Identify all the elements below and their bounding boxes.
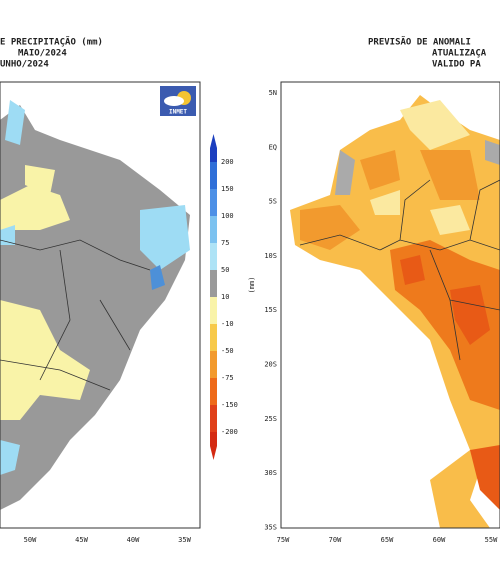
lon-label: 40W — [127, 536, 140, 544]
lat-label: 5S — [269, 198, 277, 206]
colorbar-segment — [210, 216, 217, 243]
colorbar-segment — [210, 162, 217, 189]
colorbar-segment — [210, 297, 217, 324]
lat-label: 15S — [264, 306, 277, 314]
colorbar-label: 75 — [221, 239, 229, 247]
logo-cloud — [164, 96, 184, 106]
lat-label: 35S — [264, 523, 277, 531]
left-title: MAIO/2024 — [18, 49, 67, 59]
colorbar-label: -75 — [221, 374, 234, 382]
colorbar-segment — [210, 405, 217, 432]
lon-label: 60W — [433, 536, 446, 544]
colorbar-label: 150 — [221, 185, 234, 193]
right-map — [290, 95, 500, 528]
colorbar-label: 10 — [221, 293, 229, 301]
colorbar-segment — [210, 270, 217, 297]
lon-label: 75W — [277, 536, 290, 544]
colorbar-segment — [210, 243, 217, 270]
colorbar-label: -200 — [221, 428, 238, 436]
colorbar-segment — [210, 432, 217, 446]
right-title: ATUALIZAÇA — [432, 49, 487, 59]
colorbar-label: 100 — [221, 212, 234, 220]
colorbar-label: -150 — [221, 401, 238, 409]
lon-label: 55W — [485, 536, 498, 544]
lon-label: 70W — [329, 536, 342, 544]
left-title: UNHO/2024 — [0, 60, 49, 70]
logo-text: INMET — [169, 109, 187, 116]
right-frame — [280, 81, 500, 529]
right-title: PREVISÃO DE ANOMALI — [368, 37, 471, 48]
lat-label: 30S — [264, 469, 277, 477]
colorbar-segment — [210, 148, 217, 162]
lat-label: 20S — [264, 361, 277, 369]
colorbar-label: 200 — [221, 158, 234, 166]
colorbar-arrow — [210, 446, 217, 460]
lon-label: 45W — [75, 536, 88, 544]
lon-label: 50W — [24, 536, 37, 544]
lat-label: 10S — [264, 252, 277, 260]
lon-label: 65W — [381, 536, 394, 544]
lat-label: 5N — [269, 89, 277, 97]
left-map — [0, 100, 190, 510]
lon-label: 35W — [178, 536, 191, 544]
colorbar-segment — [210, 351, 217, 378]
colorbar-arrow — [210, 134, 217, 148]
colorbar-label: 50 — [221, 266, 229, 274]
lat-label: 25S — [264, 415, 277, 423]
left-title: E PRECIPITAÇÃO (mm) — [0, 37, 103, 48]
colorbar-segment — [210, 378, 217, 405]
colorbar-label: -50 — [221, 347, 234, 355]
lat-label: EQ — [269, 143, 277, 151]
right-title: VALIDO PA — [432, 60, 481, 70]
colorbar-label: -10 — [221, 320, 234, 328]
colorbar-segment — [210, 324, 217, 351]
left-frame — [0, 81, 201, 529]
colorbar-unit: (mm) — [248, 277, 256, 294]
colorbar-segment — [210, 189, 217, 216]
